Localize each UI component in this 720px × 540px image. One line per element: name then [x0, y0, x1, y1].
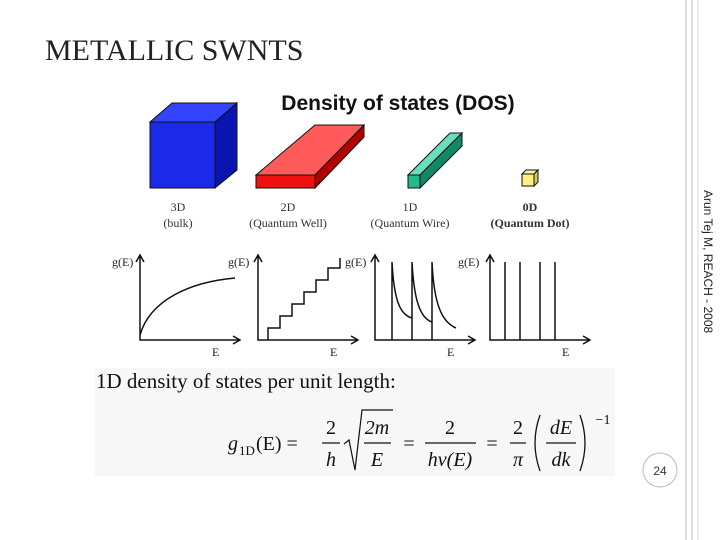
eq-num: 2 — [445, 417, 455, 439]
equation: g 1D (E) = 2 h 2m E = 2 hv(E) = 2 π dE d… — [228, 409, 611, 472]
eq-den: dk — [552, 449, 572, 471]
figure-title: Density of states (DOS) — [281, 92, 514, 115]
dim-desc: (Quantum Wire) — [371, 216, 450, 230]
x-axis-label: E — [562, 345, 569, 359]
eq-den: hv(E) — [428, 449, 473, 471]
dim-desc: (bulk) — [163, 216, 192, 230]
eq-lhs: g — [228, 433, 238, 455]
y-axis-label: g(E) — [345, 255, 366, 269]
x-axis-label: E — [330, 345, 337, 359]
y-axis-label: g(E) — [228, 255, 249, 269]
sqrt-sign — [343, 409, 393, 471]
page-number: 24 — [653, 464, 667, 478]
eq-den: E — [370, 449, 383, 471]
paren — [534, 414, 541, 472]
dos-graphs — [135, 253, 592, 345]
dim-desc: (Quantum Dot) — [490, 216, 569, 230]
eq-num: 2m — [365, 417, 389, 439]
eq-sign: = — [486, 433, 497, 455]
dot — [520, 168, 540, 188]
bulk-cube — [148, 101, 239, 190]
y-axis-label: g(E) — [112, 255, 133, 269]
page-badge — [642, 452, 678, 488]
eq-sign: = — [403, 433, 414, 455]
y-axis-label: g(E) — [458, 255, 479, 269]
eq-den: h — [326, 449, 336, 471]
equation-panel — [95, 368, 615, 476]
dim-name: 2D — [281, 200, 296, 214]
eq-num: 2 — [513, 417, 523, 439]
eq-den: π — [513, 449, 524, 471]
dim-name: 1D — [403, 200, 418, 214]
equation-intro: 1D density of states per unit length: — [96, 369, 396, 393]
eq-lhs-arg: (E) = — [256, 433, 298, 455]
x-axis-label: E — [447, 345, 454, 359]
eq-num: dE — [550, 417, 572, 439]
dim-name: 3D — [171, 200, 186, 214]
x-axis-label: E — [212, 345, 219, 359]
eq-num: 2 — [326, 417, 336, 439]
dim-name: 0D — [523, 200, 538, 214]
side-text: Arun Tej M, REACH - 2008 — [701, 190, 715, 333]
slide-title: METALLIC SWNTS — [45, 34, 303, 67]
paren — [579, 414, 586, 472]
eq-lhs-sub: 1D — [239, 443, 255, 458]
well-slab — [254, 123, 366, 190]
eq-exponent: −1 — [596, 413, 611, 428]
dim-desc: (Quantum Well) — [249, 216, 327, 230]
wire — [406, 131, 464, 190]
